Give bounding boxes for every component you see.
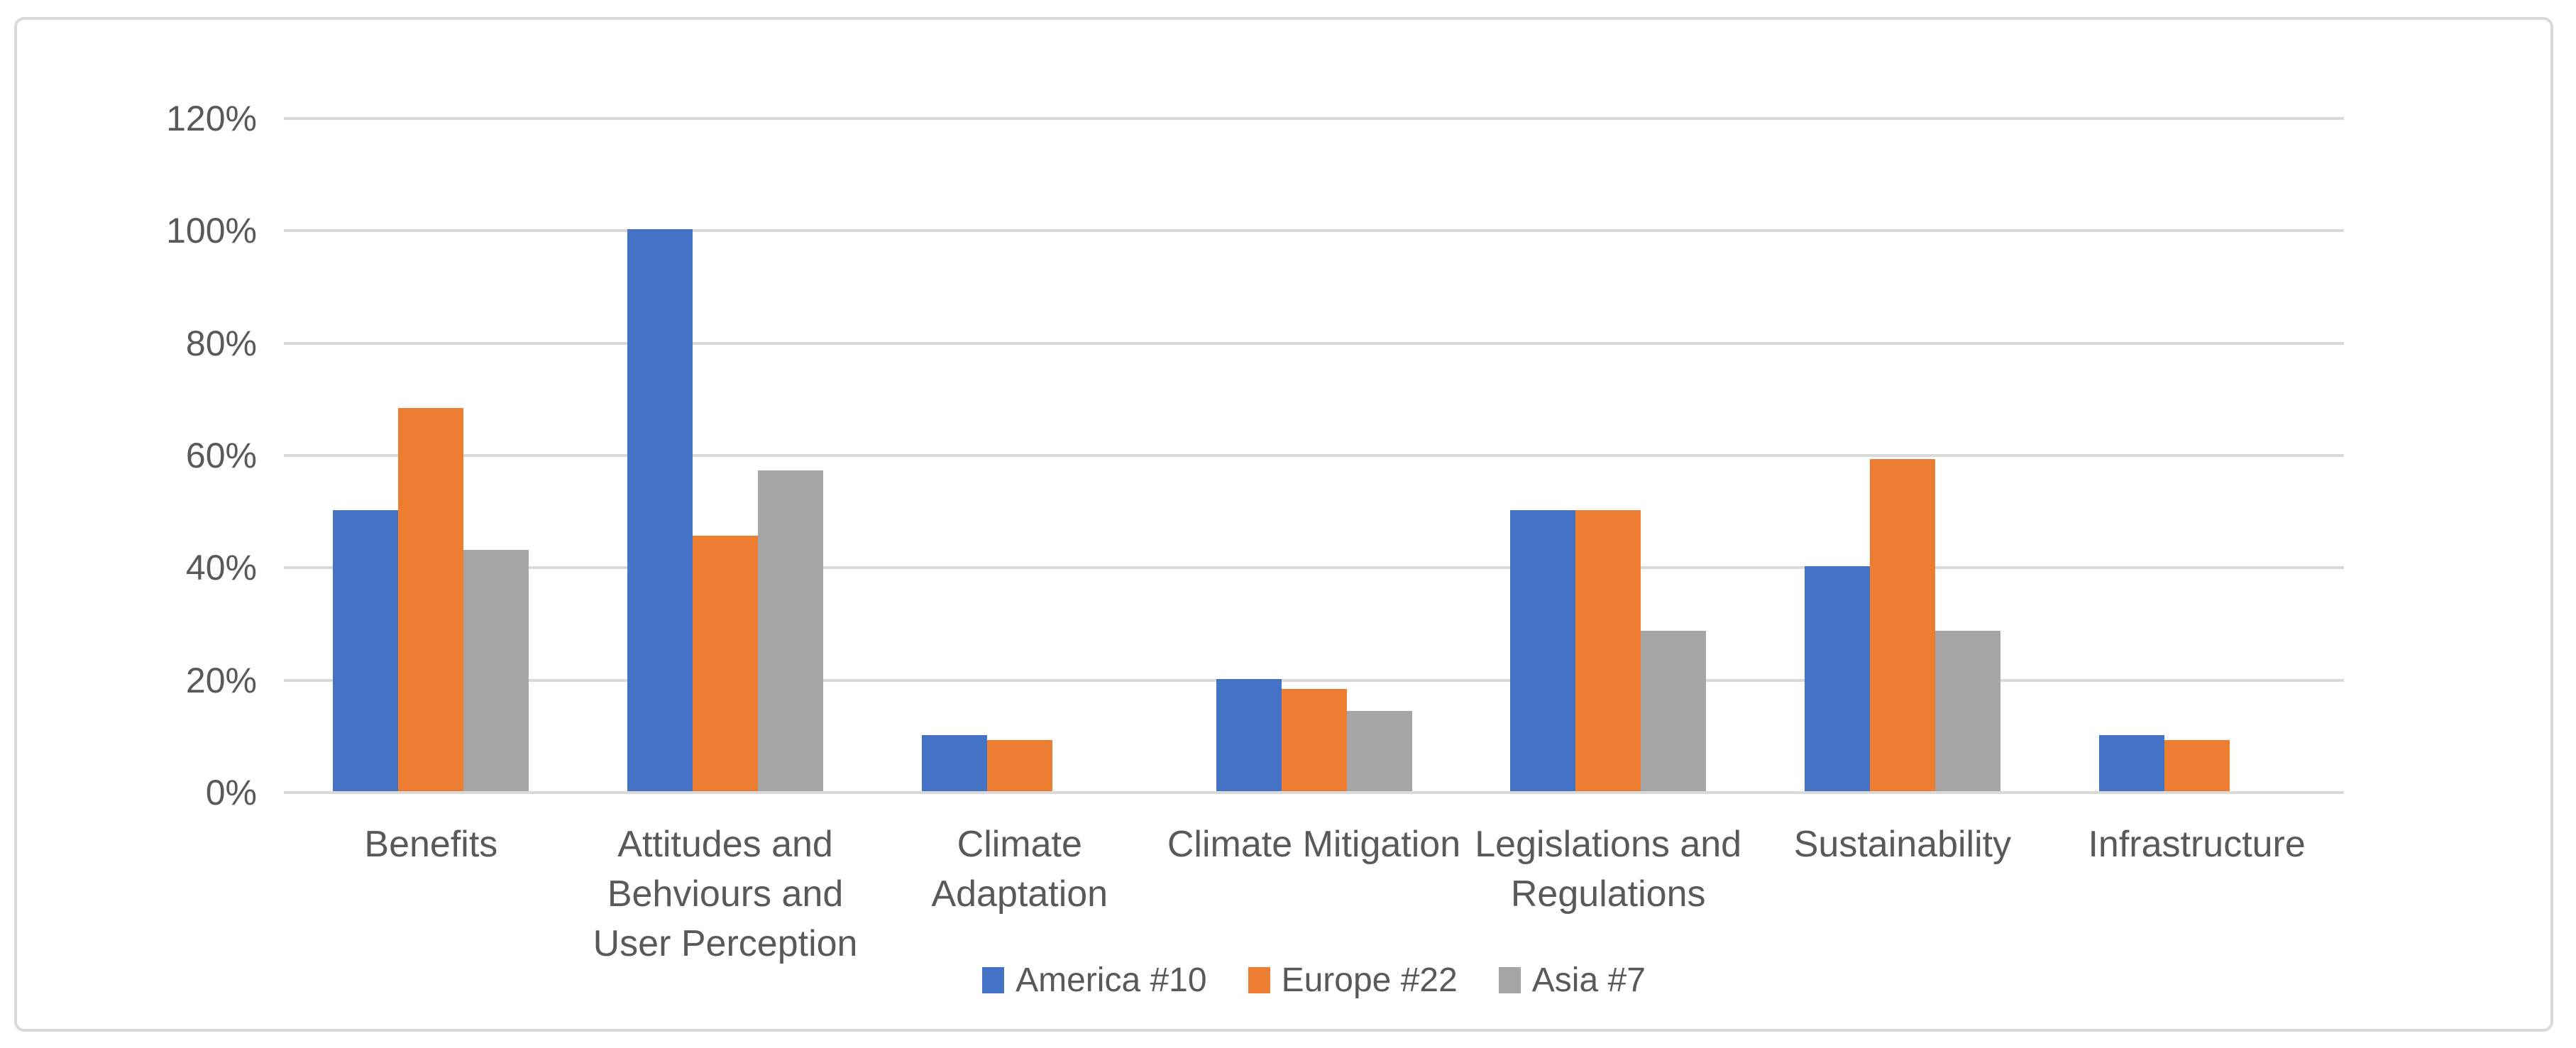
gridline-120 [284, 117, 2344, 120]
legend-label-europe: Europe #22 [1281, 961, 1458, 999]
gridline-40 [284, 566, 2344, 570]
category-label-line: Adaptation [931, 873, 1108, 915]
bar-europe-climate-mitigation [1281, 688, 1347, 791]
category-label-line: Attitudes and [617, 824, 833, 865]
category-label-line: Legislations and [1475, 824, 1742, 865]
y-axis-tick-labels: 120% 100% 80% 60% 40% 20% 0% [17, 99, 257, 812]
category-label-line: Behviours and [607, 873, 844, 915]
category-label-attitudes-behviours-user-perception: Attitudes and Behviours and User Perceptio… [507, 820, 944, 969]
legend-marker-asia-icon [1498, 966, 1521, 993]
legend-marker-europe-icon [1248, 966, 1270, 993]
bar-asia-climate-mitigation [1346, 710, 1412, 791]
gridline-80 [284, 341, 2344, 345]
category-label-legislations-regulations: Legislations and Regulations [1390, 820, 1827, 919]
category-label-line: Regulations [1510, 873, 1706, 915]
category-label-benefits: Benefits [213, 820, 649, 869]
legend-label-america: America #10 [1015, 961, 1207, 999]
bar-asia-attitudes-behviours-user-perception [758, 470, 824, 791]
legend-item-europe: Europe #22 [1248, 961, 1458, 1000]
bar-europe-infrastructure [2164, 739, 2230, 791]
y-tick-label: 0% [205, 773, 257, 812]
bar-america-benefits [333, 510, 399, 791]
legend-marker-america-icon [982, 966, 1005, 993]
chart-frame: 120% 100% 80% 60% 40% 20% 0% Benefits Attitudes… [14, 17, 2553, 1032]
gridline-20 [284, 678, 2344, 682]
plot-area: 120% 100% 80% 60% 40% 20% 0% Benefits Attitudes… [166, 99, 2344, 964]
bar-europe-legislations-regulations [1575, 510, 1641, 791]
bar-europe-sustainability [1869, 459, 1935, 791]
bar-america-climate-adaptation [921, 734, 987, 791]
y-tick-label: 40% [185, 548, 257, 588]
gridline-0 [284, 791, 2344, 794]
legend-item-america: America #10 [982, 961, 1207, 1000]
y-tick-label: 80% [185, 323, 257, 363]
bar-asia-legislations-regulations [1641, 630, 1707, 791]
category-label-line: Infrastructure [2088, 824, 2306, 865]
bar-america-legislations-regulations [1510, 510, 1576, 791]
gridline-60 [284, 454, 2344, 457]
legend: America #10 Europe #22 Asia #7 [284, 955, 2344, 1005]
legend-label-asia: Asia #7 [1531, 961, 1646, 999]
category-label-line: Climate Mitigation [1167, 824, 1461, 865]
bar-europe-climate-adaptation [986, 739, 1052, 791]
category-label-climate-adaptation: Climate Adaptation [801, 820, 1238, 919]
category-label-sustainability: Sustainability [1685, 820, 2121, 869]
bar-asia-benefits [463, 550, 529, 791]
category-label-line: User Perception [593, 923, 858, 964]
bar-asia-sustainability [1934, 630, 2000, 791]
legend-item-asia: Asia #7 [1498, 961, 1646, 1000]
category-label-line: Sustainability [1793, 824, 2012, 865]
y-tick-label: 120% [166, 99, 257, 138]
category-label-line: Climate [957, 824, 1082, 865]
category-label-line: Benefits [364, 824, 498, 865]
bar-america-attitudes-behviours-user-perception [627, 229, 693, 791]
bar-america-climate-mitigation [1216, 678, 1282, 791]
bar-america-infrastructure [2098, 734, 2164, 791]
bar-europe-attitudes-behviours-user-perception [693, 535, 759, 791]
y-tick-label: 100% [166, 211, 257, 251]
gridline-100 [284, 229, 2344, 233]
y-tick-label: 20% [185, 660, 257, 700]
category-label-climate-mitigation: Climate Mitigation [1096, 820, 1532, 869]
category-label-infrastructure: Infrastructure [1978, 820, 2415, 869]
bar-europe-benefits [398, 408, 464, 791]
y-tick-label: 60% [185, 436, 257, 475]
bar-america-sustainability [1804, 566, 1870, 791]
